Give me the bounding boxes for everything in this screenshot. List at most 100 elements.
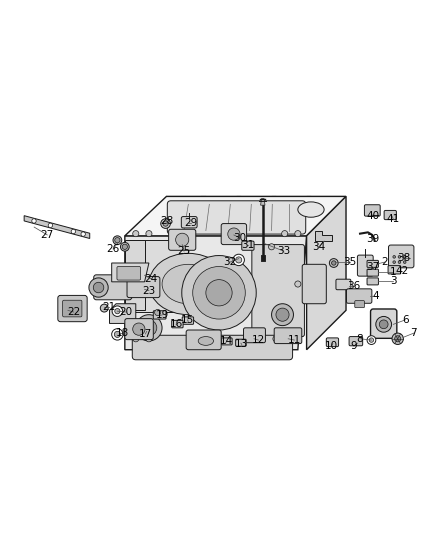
FancyBboxPatch shape xyxy=(349,336,363,346)
Polygon shape xyxy=(315,231,332,241)
Circle shape xyxy=(71,229,75,233)
Text: 33: 33 xyxy=(277,246,290,256)
FancyBboxPatch shape xyxy=(127,277,160,297)
FancyBboxPatch shape xyxy=(181,216,197,228)
FancyBboxPatch shape xyxy=(63,300,82,317)
Text: 19: 19 xyxy=(156,310,170,320)
Ellipse shape xyxy=(198,336,213,345)
Circle shape xyxy=(136,314,162,341)
Text: 12: 12 xyxy=(252,335,265,345)
FancyBboxPatch shape xyxy=(58,295,87,322)
Text: 14: 14 xyxy=(220,336,233,346)
Ellipse shape xyxy=(149,253,228,314)
Polygon shape xyxy=(24,216,90,238)
Text: 17: 17 xyxy=(139,329,152,339)
Circle shape xyxy=(163,221,168,226)
Text: 13: 13 xyxy=(235,340,248,350)
Text: 34: 34 xyxy=(312,242,325,252)
FancyBboxPatch shape xyxy=(274,328,302,344)
Text: 39: 39 xyxy=(367,235,380,244)
Circle shape xyxy=(295,281,301,287)
Ellipse shape xyxy=(162,264,215,304)
Circle shape xyxy=(273,336,279,342)
FancyBboxPatch shape xyxy=(357,255,373,276)
Circle shape xyxy=(392,333,403,344)
Circle shape xyxy=(379,320,388,329)
Circle shape xyxy=(403,261,406,263)
Circle shape xyxy=(161,219,170,229)
Circle shape xyxy=(89,278,108,297)
Text: 42: 42 xyxy=(396,266,409,276)
Text: 40: 40 xyxy=(367,211,380,221)
Text: 26: 26 xyxy=(106,244,120,254)
Circle shape xyxy=(176,233,189,246)
FancyBboxPatch shape xyxy=(169,229,196,251)
FancyBboxPatch shape xyxy=(182,317,194,324)
Text: 20: 20 xyxy=(120,307,133,317)
FancyBboxPatch shape xyxy=(244,328,265,343)
Circle shape xyxy=(93,282,104,293)
FancyBboxPatch shape xyxy=(167,201,306,234)
Circle shape xyxy=(120,243,129,251)
Text: 6: 6 xyxy=(402,315,409,325)
Circle shape xyxy=(332,261,336,265)
Circle shape xyxy=(369,338,374,342)
FancyBboxPatch shape xyxy=(172,320,183,328)
Circle shape xyxy=(398,255,401,258)
FancyBboxPatch shape xyxy=(371,309,397,338)
Circle shape xyxy=(81,232,85,236)
Text: 9: 9 xyxy=(350,341,357,351)
FancyBboxPatch shape xyxy=(222,338,232,345)
Circle shape xyxy=(228,228,240,240)
Circle shape xyxy=(100,304,108,312)
Text: 1: 1 xyxy=(390,266,397,277)
Ellipse shape xyxy=(298,202,324,217)
FancyBboxPatch shape xyxy=(252,245,304,336)
Text: 38: 38 xyxy=(397,253,410,263)
Circle shape xyxy=(115,309,120,314)
FancyBboxPatch shape xyxy=(346,289,372,303)
Text: 10: 10 xyxy=(325,341,338,351)
Circle shape xyxy=(286,336,292,342)
FancyBboxPatch shape xyxy=(236,339,246,346)
Circle shape xyxy=(206,280,232,306)
Circle shape xyxy=(112,329,123,340)
Text: 30: 30 xyxy=(233,233,247,243)
Circle shape xyxy=(133,323,145,335)
Text: 16: 16 xyxy=(170,319,183,329)
Polygon shape xyxy=(125,236,307,350)
Circle shape xyxy=(276,308,289,321)
FancyBboxPatch shape xyxy=(384,211,396,220)
Text: 36: 36 xyxy=(347,281,360,291)
Circle shape xyxy=(112,306,123,317)
Circle shape xyxy=(398,261,401,263)
Text: 2: 2 xyxy=(381,257,388,267)
Text: 41: 41 xyxy=(387,214,400,224)
Circle shape xyxy=(272,304,293,326)
Text: 22: 22 xyxy=(67,307,80,317)
FancyBboxPatch shape xyxy=(364,205,380,216)
Circle shape xyxy=(155,310,161,316)
Polygon shape xyxy=(112,263,149,282)
Circle shape xyxy=(268,244,275,250)
Text: 27: 27 xyxy=(41,230,54,240)
Circle shape xyxy=(403,255,406,258)
Circle shape xyxy=(141,320,157,336)
Circle shape xyxy=(329,259,338,268)
Circle shape xyxy=(133,336,139,342)
FancyBboxPatch shape xyxy=(186,330,221,350)
FancyBboxPatch shape xyxy=(389,245,414,268)
Circle shape xyxy=(395,336,401,342)
Circle shape xyxy=(32,219,36,223)
Circle shape xyxy=(146,336,152,342)
FancyBboxPatch shape xyxy=(388,265,401,274)
Polygon shape xyxy=(125,240,145,310)
Circle shape xyxy=(113,236,122,245)
Circle shape xyxy=(182,255,256,330)
Text: 25: 25 xyxy=(177,246,191,256)
Circle shape xyxy=(367,336,376,344)
Circle shape xyxy=(393,261,396,263)
Polygon shape xyxy=(125,197,346,236)
Text: 32: 32 xyxy=(223,257,237,267)
FancyBboxPatch shape xyxy=(367,278,378,285)
